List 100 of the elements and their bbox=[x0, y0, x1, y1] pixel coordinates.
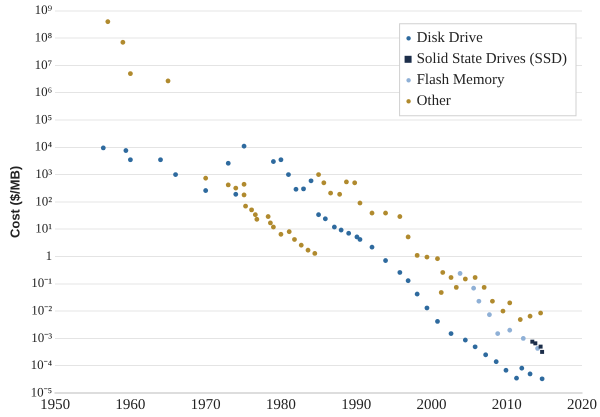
point bbox=[494, 359, 499, 364]
point bbox=[448, 275, 454, 280]
point bbox=[316, 172, 321, 177]
y-tick-label: 10⁴ bbox=[34, 138, 53, 154]
point bbox=[312, 250, 318, 256]
point bbox=[414, 252, 420, 258]
x-tick-label: 1970 bbox=[190, 396, 221, 413]
y-tick-label: 10⁻¹ bbox=[31, 275, 52, 290]
point bbox=[242, 182, 246, 187]
y-tick-label: 10⁻⁴ bbox=[30, 357, 53, 372]
point bbox=[233, 192, 238, 197]
point bbox=[370, 244, 374, 250]
point bbox=[242, 144, 246, 149]
y-tick-label: 10⁻² bbox=[31, 302, 52, 318]
point bbox=[462, 338, 468, 342]
y-tick-label: 10⁻³ bbox=[31, 330, 52, 345]
legend-label: Solid State Drives (SSD) bbox=[416, 51, 568, 68]
point bbox=[203, 188, 208, 193]
x-tick-label: 1950 bbox=[40, 396, 70, 413]
legend-label: Flash Memory bbox=[416, 72, 505, 88]
point bbox=[337, 192, 342, 197]
point bbox=[358, 200, 362, 206]
y-tick-label: 10⁶ bbox=[34, 84, 52, 100]
point bbox=[294, 186, 298, 192]
point bbox=[538, 310, 544, 316]
point bbox=[448, 331, 454, 336]
point bbox=[308, 178, 314, 184]
point bbox=[346, 230, 352, 236]
point bbox=[528, 314, 532, 319]
point bbox=[344, 180, 349, 184]
point bbox=[242, 192, 246, 198]
point bbox=[476, 298, 482, 304]
point bbox=[424, 306, 430, 310]
point bbox=[278, 232, 284, 237]
point bbox=[424, 254, 430, 260]
point bbox=[268, 220, 273, 226]
point bbox=[490, 298, 495, 304]
point bbox=[100, 146, 106, 150]
point bbox=[435, 318, 440, 324]
point bbox=[514, 376, 519, 381]
point bbox=[298, 242, 304, 248]
x-tick-label: 1990 bbox=[341, 396, 372, 413]
point bbox=[286, 172, 291, 177]
point bbox=[533, 341, 538, 346]
y-tick-label: 10⁵ bbox=[34, 111, 52, 126]
y-tick-label: 10¹ bbox=[35, 220, 52, 236]
point bbox=[500, 308, 506, 314]
point bbox=[321, 180, 326, 186]
point bbox=[397, 270, 402, 275]
point bbox=[332, 224, 337, 230]
point bbox=[397, 214, 402, 219]
point bbox=[540, 350, 544, 354]
legend-label: Other bbox=[416, 93, 451, 110]
y-tick-label: 10⁻⁵ bbox=[30, 384, 52, 400]
point bbox=[105, 19, 110, 24]
point bbox=[538, 344, 543, 349]
point bbox=[519, 366, 524, 371]
point bbox=[271, 224, 276, 230]
point bbox=[414, 292, 420, 296]
y-tick-label: 10⁹ bbox=[34, 2, 53, 18]
point bbox=[358, 237, 362, 242]
point bbox=[435, 256, 440, 262]
point bbox=[226, 182, 231, 188]
point bbox=[249, 207, 254, 212]
point bbox=[383, 258, 388, 263]
point bbox=[278, 157, 284, 162]
point bbox=[316, 212, 321, 218]
point bbox=[123, 148, 128, 153]
point bbox=[454, 284, 459, 290]
point bbox=[322, 216, 328, 222]
point bbox=[383, 210, 388, 216]
point bbox=[226, 160, 231, 166]
point bbox=[254, 216, 260, 222]
point bbox=[507, 300, 512, 306]
y-tick-label: 1 bbox=[46, 248, 52, 263]
point bbox=[504, 368, 508, 373]
point bbox=[458, 271, 462, 276]
point bbox=[286, 229, 292, 234]
point bbox=[292, 237, 297, 242]
x-tick-label: 2020 bbox=[567, 396, 597, 413]
point bbox=[471, 286, 476, 291]
point bbox=[438, 290, 444, 295]
point bbox=[482, 284, 487, 290]
y-tick-label: 10⁷ bbox=[34, 56, 52, 72]
y-axis-title: Cost ($/MB) bbox=[7, 166, 22, 238]
point bbox=[252, 212, 258, 218]
legend-label: Disk Drive bbox=[416, 30, 484, 46]
point bbox=[128, 71, 133, 76]
point bbox=[266, 214, 271, 219]
point bbox=[487, 312, 492, 318]
point bbox=[406, 234, 411, 240]
point bbox=[166, 78, 170, 84]
point bbox=[406, 278, 411, 284]
point bbox=[203, 176, 208, 181]
x-tick-label: 2000 bbox=[416, 396, 446, 413]
point bbox=[540, 376, 545, 382]
x-tick-label: 1980 bbox=[266, 396, 296, 413]
point bbox=[352, 180, 358, 186]
point bbox=[495, 331, 500, 336]
point bbox=[128, 157, 133, 162]
